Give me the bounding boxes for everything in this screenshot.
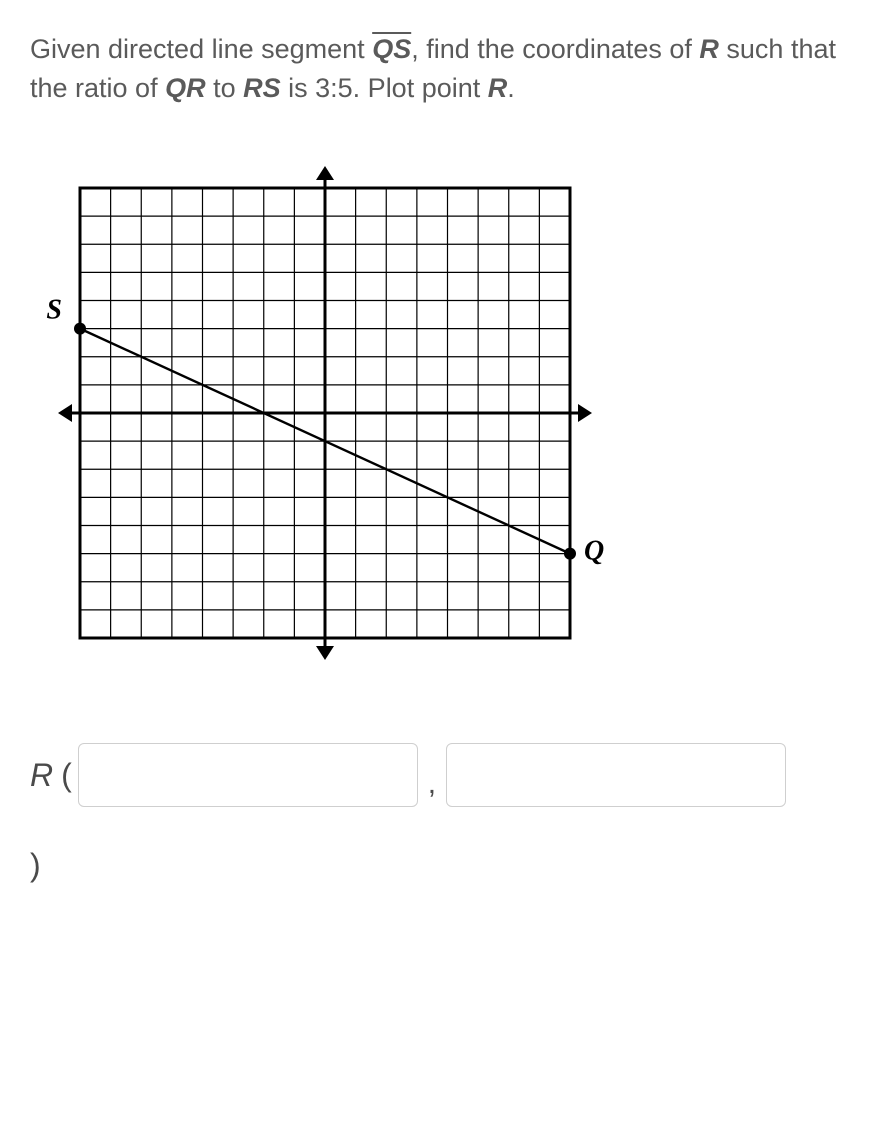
question-text: Given directed line segment QS, find the… <box>30 30 859 108</box>
q-part2: , find the coordinates of <box>411 34 699 64</box>
svg-text:Q: Q <box>584 536 604 567</box>
open-paren: ( <box>61 757 72 794</box>
q-rs: RS <box>243 73 281 103</box>
chart-svg: SQ <box>40 148 610 678</box>
answer-x-input[interactable] <box>78 743 418 807</box>
q-var-r: R <box>699 34 719 64</box>
q-segment: QS <box>372 34 411 64</box>
answer-row: R ( , <box>30 743 859 807</box>
q-part1: Given directed line segment <box>30 34 372 64</box>
q-part5: is 3:5. Plot point <box>281 73 488 103</box>
q-var-r2: R <box>488 73 508 103</box>
coordinate-chart: SQ <box>40 148 859 683</box>
svg-text:S: S <box>46 295 62 326</box>
page: Given directed line segment QS, find the… <box>0 0 889 1141</box>
q-part4: to <box>206 73 244 103</box>
close-paren: ) <box>30 847 859 884</box>
q-qr: QR <box>165 73 206 103</box>
answer-y-input[interactable] <box>446 743 786 807</box>
answer-label: R <box>30 757 53 794</box>
q-part6: . <box>507 73 515 103</box>
answer-comma: , <box>428 767 436 807</box>
